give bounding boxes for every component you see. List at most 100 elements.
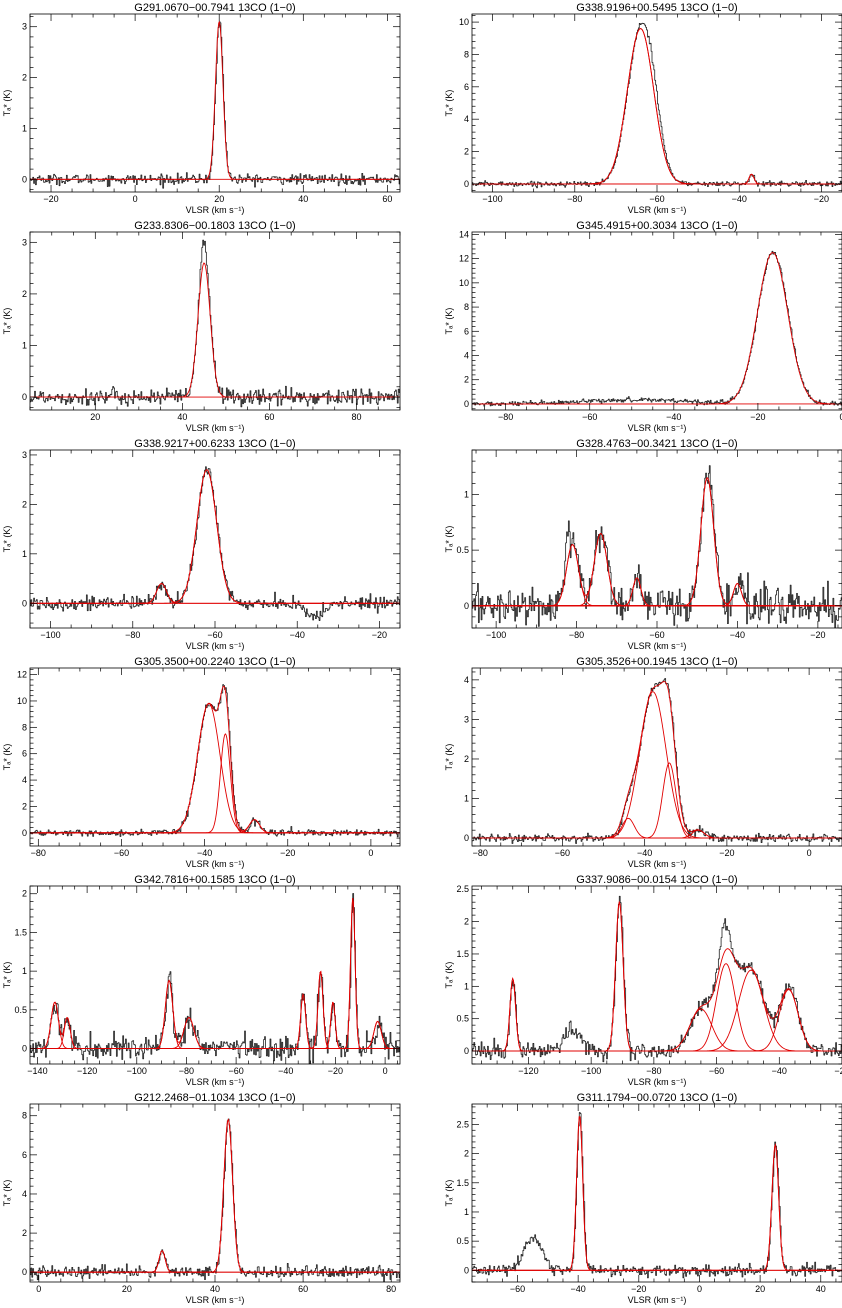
- y-axis-label: Tₐ* (K): [444, 90, 454, 117]
- observed-spectrum: [30, 684, 400, 838]
- gaussian-component: [30, 1001, 400, 1049]
- x-tick-label: −140: [27, 1066, 47, 1076]
- observed-spectrum: [30, 893, 400, 1064]
- x-tick-label: −40: [637, 848, 652, 858]
- gaussian-fit: [472, 252, 842, 405]
- y-tick-label: 1: [464, 490, 469, 500]
- gaussian-component: [30, 1017, 400, 1049]
- y-tick-label: 8: [464, 302, 469, 312]
- plot-area: [472, 678, 842, 844]
- x-tick-label: −80: [646, 1066, 661, 1076]
- y-tick-label: 6: [22, 1150, 27, 1160]
- gaussian-component: [30, 979, 400, 1049]
- x-tick-label: −20: [814, 194, 829, 204]
- x-axis-label: VLSR (km s⁻¹): [186, 1295, 245, 1305]
- spectrum-panel: G345.4915+00.3034 13CO (1−0) −80 −60 −40 −20…: [444, 220, 842, 433]
- x-tick-label: 60: [298, 1284, 308, 1294]
- y-tick-label: 6: [22, 749, 27, 759]
- plot-frame: [29, 231, 401, 411]
- gaussian-component: [472, 577, 842, 607]
- y-tick-label: 4: [464, 675, 469, 685]
- observed-spectrum: [30, 239, 400, 408]
- y-tick-label: 2.5: [456, 884, 469, 894]
- gaussian-component: [472, 691, 842, 839]
- observed-spectrum: [472, 250, 842, 407]
- y-tick-label: 0.5: [456, 545, 469, 555]
- x-axis-label: VLSR (km s⁻¹): [628, 641, 687, 651]
- y-axis-label: Tₐ* (K): [2, 962, 12, 989]
- x-tick-label: 80: [386, 1284, 396, 1294]
- x-tick-label: −100: [486, 630, 506, 640]
- plot-frame: [29, 885, 401, 1065]
- x-axis-label: VLSR (km s⁻¹): [628, 423, 687, 433]
- y-tick-label: 2.5: [456, 1119, 469, 1129]
- x-tick-label: −60: [228, 1066, 243, 1076]
- plot-frame: [29, 667, 401, 847]
- spectrum-panel: G305.3500+00.2240 13CO (1−0) −80 −60 −40 −20…: [2, 656, 401, 869]
- y-tick-label: 0: [22, 174, 27, 184]
- gaussian-component: [472, 544, 842, 607]
- panel-title: G305.3526+00.1945 13CO (1−0): [576, 656, 737, 668]
- y-tick-label: 1: [22, 966, 27, 976]
- gaussian-fit: [30, 1118, 400, 1273]
- x-tick-label: −20: [372, 630, 387, 640]
- plot-frame: [29, 13, 401, 193]
- x-tick-label: −40: [732, 194, 747, 204]
- spectrum-panel: G305.3526+00.1945 13CO (1−0) −80 −60 −40 −20…: [444, 656, 842, 869]
- x-tick-label: 0: [807, 848, 812, 858]
- x-tick-label: −100: [40, 630, 60, 640]
- x-tick-label: 0: [697, 1284, 702, 1294]
- x-tick-label: −60: [649, 630, 664, 640]
- x-tick-label: 20: [755, 1284, 765, 1294]
- x-tick-label: −60: [114, 848, 129, 858]
- gaussian-fit: [472, 681, 842, 839]
- gaussian-fit: [30, 898, 400, 1049]
- y-tick-label: 1.5: [456, 1178, 469, 1188]
- observed-spectrum: [472, 895, 842, 1063]
- plot-area: [30, 466, 400, 621]
- gaussian-component: [30, 703, 400, 834]
- spectrum-panel: G233.8306−00.1803 13CO (1−0) 20 40 60 80 0 1 2 3…: [2, 220, 401, 433]
- x-tick-label: −40: [730, 630, 745, 640]
- gaussian-fit: [472, 477, 842, 607]
- y-tick-label: 2: [464, 917, 469, 927]
- y-tick-label: 3: [22, 22, 27, 32]
- y-tick-label: 8: [22, 1111, 27, 1121]
- gaussian-component: [472, 900, 842, 1052]
- x-tick-label: −60: [709, 1066, 724, 1076]
- y-tick-label: 2: [22, 73, 27, 83]
- y-tick-label: 3: [22, 450, 27, 460]
- x-tick-label: −20: [631, 1284, 646, 1294]
- y-tick-label: 0: [22, 1044, 27, 1054]
- y-axis-label: Tₐ* (K): [2, 526, 12, 553]
- x-tick-label: −40: [278, 1066, 293, 1076]
- plot-area: [472, 895, 842, 1063]
- x-tick-label: −20: [810, 630, 825, 640]
- y-tick-label: 4: [22, 1189, 27, 1199]
- x-tick-label: −60: [555, 848, 570, 858]
- y-axis-label: Tₐ* (K): [2, 744, 12, 771]
- plot-area: [30, 684, 400, 838]
- panel-title: G328.4763−00.3421 13CO (1−0): [576, 438, 737, 450]
- observed-spectrum: [472, 1112, 842, 1279]
- plot-frame: [471, 885, 842, 1065]
- x-tick-label: 0: [368, 848, 373, 858]
- y-axis-label: Tₐ* (K): [2, 1180, 12, 1207]
- gaussian-fit: [30, 20, 400, 180]
- x-tick-label: −120: [77, 1066, 97, 1076]
- y-tick-label: 0: [464, 833, 469, 843]
- y-tick-label: 4: [464, 351, 469, 361]
- y-tick-label: 1: [464, 794, 469, 804]
- x-axis-label: VLSR (km s⁻¹): [186, 423, 245, 433]
- x-tick-label: −80: [498, 412, 513, 422]
- gaussian-component: [30, 898, 400, 1049]
- panel-title: G337.9086−00.0154 13CO (1−0): [576, 874, 737, 886]
- x-tick-label: 40: [816, 1284, 826, 1294]
- panel-title: G233.8306−00.1803 13CO (1−0): [134, 220, 295, 232]
- gaussian-fit: [30, 262, 400, 398]
- panel-title: G291.0670−00.7941 13CO (1−0): [134, 2, 295, 14]
- y-tick-label: 2: [464, 1149, 469, 1159]
- x-axis-label: VLSR (km s⁻¹): [186, 641, 245, 651]
- gaussian-component: [30, 992, 400, 1049]
